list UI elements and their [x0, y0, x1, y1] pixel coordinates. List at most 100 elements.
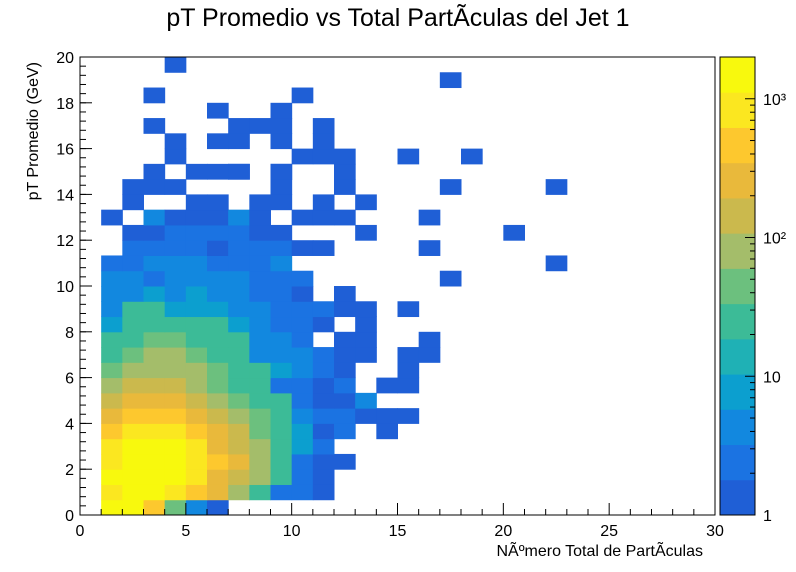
heatmap-cell — [122, 255, 144, 272]
heatmap-cell — [228, 484, 250, 501]
heatmap-cell — [312, 423, 335, 440]
heatmap-cell — [291, 453, 314, 470]
heatmap-cell — [207, 484, 229, 501]
heatmap-cell — [439, 72, 462, 89]
heatmap-cell — [334, 163, 356, 180]
heatmap-cell — [101, 423, 123, 440]
heatmap-cell — [122, 240, 144, 256]
heatmap-cell — [101, 286, 123, 302]
heatmap-cell — [185, 301, 208, 318]
heatmap-cell — [164, 286, 187, 302]
heatmap-cell — [355, 316, 377, 333]
heatmap-cell — [207, 163, 229, 180]
heatmap-cell — [101, 316, 123, 333]
color-scale-segment — [720, 338, 755, 375]
heatmap-cell — [228, 163, 250, 180]
heatmap-cell — [228, 286, 250, 302]
heatmap-cell — [164, 453, 187, 470]
heatmap-cell — [143, 408, 166, 424]
heatmap-cell — [270, 240, 293, 256]
heatmap-cell — [228, 438, 250, 455]
heatmap-cell — [334, 286, 356, 302]
heatmap-cell — [164, 392, 187, 409]
heatmap-cell — [228, 224, 250, 241]
heatmap-cell — [101, 209, 123, 226]
heatmap-cell — [291, 392, 314, 409]
heatmap-cell — [291, 331, 314, 348]
color-scale-segment — [720, 303, 755, 340]
heatmap-cell — [185, 224, 208, 241]
heatmap-cell — [249, 392, 271, 409]
heatmap-cell — [312, 362, 335, 379]
heatmap-cell — [270, 194, 293, 211]
heatmap-cell — [207, 453, 229, 470]
heatmap-cell — [122, 469, 144, 485]
heatmap-cell — [101, 301, 123, 318]
heatmap-cell — [228, 133, 250, 150]
heatmap-cell — [291, 87, 314, 104]
heatmap-cell — [164, 438, 187, 455]
heatmap-cell — [185, 286, 208, 302]
heatmap-cell — [207, 499, 229, 516]
heatmap-cell — [164, 57, 187, 73]
heatmap-cell — [228, 331, 250, 348]
heatmap-cell — [291, 347, 314, 363]
heatmap-cell — [312, 118, 335, 134]
heatmap-cell — [207, 377, 229, 394]
y-tick-label: 14 — [56, 187, 74, 204]
heatmap-cells — [101, 57, 568, 516]
heatmap-cell — [291, 469, 314, 485]
heatmap-cell — [249, 301, 271, 318]
heatmap-cell — [291, 377, 314, 394]
x-tick-label: 0 — [76, 523, 85, 540]
heatmap-cell — [291, 408, 314, 424]
heatmap-cell — [312, 469, 335, 485]
heatmap-cell — [101, 438, 123, 455]
y-axis-label: pT Promedio (GeV) — [25, 62, 42, 200]
heatmap-cell — [185, 163, 208, 180]
x-axis-label: NÃºmero Total de PartÃ­culas — [496, 540, 703, 560]
heatmap-cell — [312, 240, 335, 256]
heatmap-cell — [397, 377, 420, 394]
heatmap-cell — [312, 148, 335, 165]
heatmap-cell — [101, 377, 123, 394]
heatmap-cell — [207, 209, 229, 226]
heatmap-cell — [143, 499, 166, 516]
heatmap-cell — [143, 362, 166, 379]
heatmap-cell — [270, 179, 293, 195]
heatmap-cell — [461, 148, 483, 165]
x-tick-label: 15 — [389, 523, 407, 540]
heatmap-cell — [185, 392, 208, 409]
heatmap-cell — [270, 286, 293, 302]
heatmap-cell — [418, 331, 441, 348]
y-tick-label: 2 — [65, 462, 74, 479]
heatmap-cell — [185, 270, 208, 287]
heatmap-cell — [143, 163, 166, 180]
heatmap-cell — [164, 316, 187, 333]
heatmap-cell — [185, 423, 208, 440]
heatmap-cell — [101, 270, 123, 287]
heatmap-cell — [143, 255, 166, 272]
heatmap-cell — [334, 423, 356, 440]
heatmap-cell — [249, 270, 271, 287]
heatmap-cell — [249, 362, 271, 379]
heatmap-cell — [270, 270, 293, 287]
heatmap-cell — [122, 316, 144, 333]
heatmap-cell — [185, 362, 208, 379]
heatmap-cell — [185, 469, 208, 485]
heatmap-cell — [164, 499, 187, 516]
heatmap-cell — [291, 286, 314, 302]
color-scale-segment — [720, 233, 755, 269]
heatmap-cell — [122, 484, 144, 501]
heatmap-cell — [228, 408, 250, 424]
heatmap-cell — [397, 408, 420, 424]
heatmap-cell — [270, 484, 293, 501]
heatmap-cell — [545, 179, 568, 195]
heatmap-cell — [334, 408, 356, 424]
heatmap-cell — [355, 392, 377, 409]
color-scale-segment — [720, 57, 755, 93]
heatmap-cell — [185, 316, 208, 333]
heatmap-cell — [164, 301, 187, 318]
heatmap-cell — [249, 408, 271, 424]
heatmap-cell — [122, 301, 144, 318]
